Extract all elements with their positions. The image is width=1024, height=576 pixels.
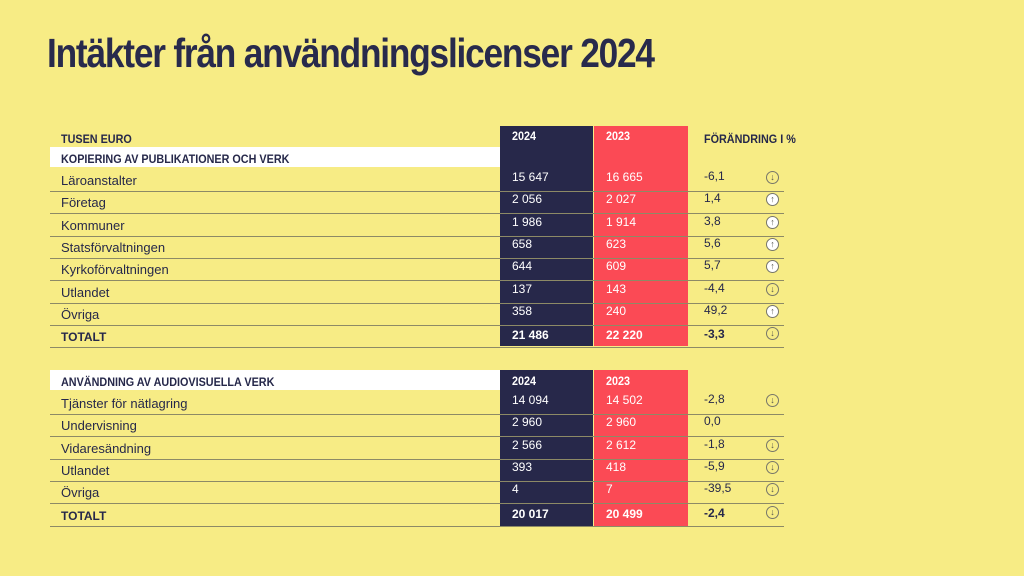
table-row: Statsförvaltningen 658 623 5,6 ↑ xyxy=(50,236,784,259)
row-label: TOTALT xyxy=(61,330,107,345)
table-row: Undervisning 2 960 2 960 0,0 xyxy=(50,414,784,438)
row-label: Kommuner xyxy=(61,217,125,233)
value-2024: 2 056 xyxy=(512,192,543,207)
value-2024: 20 017 xyxy=(512,506,549,521)
table-row: Företag 2 056 2 027 1,4 ↑ xyxy=(50,191,784,215)
value-2023: 2 027 xyxy=(606,192,637,207)
table-row: Läroanstalter 15 647 16 665 -6,1 ↓ xyxy=(50,169,784,192)
change-percent: -2,8 xyxy=(704,392,725,406)
arrow-up-icon: ↑ xyxy=(766,193,779,207)
row-label: Utlandet xyxy=(61,462,110,478)
value-2023: 22 220 xyxy=(606,328,643,343)
unit-label: TUSEN EURO xyxy=(61,132,132,146)
year-2023-header: 2023 xyxy=(606,129,631,143)
arrow-down-icon: ↓ xyxy=(766,483,779,497)
row-label: Övriga xyxy=(61,485,100,501)
value-2024: 21 486 xyxy=(512,328,549,343)
table-row: Övriga 4 7 -39,5 ↓ xyxy=(50,481,784,505)
value-2023: 7 xyxy=(606,482,613,497)
table-row: Tjänster för nätlagring 14 094 14 502 -2,8 ↓ xyxy=(50,392,784,415)
year-2024-header: 2024 xyxy=(512,374,537,388)
row-label: Undervisning xyxy=(61,418,137,434)
column-2023-band xyxy=(594,370,688,526)
year-2024-header: 2024 xyxy=(512,129,537,143)
value-2023: 2 960 xyxy=(606,415,637,430)
value-2024: 2 960 xyxy=(512,415,543,430)
table-row: Kommuner 1 986 1 914 3,8 ↑ xyxy=(50,214,784,237)
value-2024: 658 xyxy=(512,236,533,251)
value-2024: 137 xyxy=(512,281,533,296)
arrow-up-icon: ↑ xyxy=(766,304,779,318)
arrow-down-icon: ↓ xyxy=(766,394,779,407)
change-percent: 5,7 xyxy=(704,258,721,273)
value-2023: 1 914 xyxy=(606,214,637,229)
value-2024: 393 xyxy=(512,459,533,474)
value-2024: 15 647 xyxy=(512,170,549,184)
arrow-down-icon: ↓ xyxy=(766,171,779,184)
section-heading: ANVÄNDNING AV AUDIOVISUELLA VERK xyxy=(61,375,275,389)
change-percent: -1,8 xyxy=(704,436,725,451)
value-2023: 240 xyxy=(606,303,627,318)
value-2024: 644 xyxy=(512,259,533,274)
table-row: Utlandet 393 418 -5,9 ↓ xyxy=(50,459,784,482)
change-header: FÖRÄNDRING I % xyxy=(704,132,796,146)
value-2023: 609 xyxy=(606,259,627,274)
arrow-down-icon: ↓ xyxy=(766,505,779,519)
arrow-down-icon: ↓ xyxy=(766,282,779,296)
row-label: Utlandet xyxy=(61,284,110,300)
row-label: Tjänster för nätlagring xyxy=(61,396,188,411)
change-percent: -3,3 xyxy=(704,327,725,342)
total-row: TOTALT 21 486 22 220 -3,3 ↓ xyxy=(50,325,784,349)
arrow-down-icon: ↓ xyxy=(766,438,779,452)
arrow-down-icon: ↓ xyxy=(766,460,779,474)
section-heading-band xyxy=(50,147,500,167)
row-label: Läroanstalter xyxy=(61,173,137,188)
total-row: TOTALT 20 017 20 499 -2,4 ↓ xyxy=(50,504,784,527)
section-heading-band xyxy=(50,370,500,390)
row-label: Övriga xyxy=(61,306,100,322)
change-percent: -39,5 xyxy=(704,481,732,496)
arrow-down-icon: ↓ xyxy=(766,327,779,341)
section-heading: KOPIERING AV PUBLIKATIONER OCH VERK xyxy=(61,152,290,166)
row-label: Företag xyxy=(61,195,106,211)
table-row: Kyrkoförvaltningen 644 609 5,7 ↑ xyxy=(50,258,784,282)
row-label: Vidaresändning xyxy=(61,440,152,456)
table-row: Utlandet 137 143 -4,4 ↓ xyxy=(50,281,784,304)
value-2023: 623 xyxy=(606,236,627,251)
change-percent: -6,1 xyxy=(704,169,725,183)
change-percent: 3,8 xyxy=(704,213,721,228)
value-2024: 358 xyxy=(512,303,533,318)
row-label: Statsförvaltningen xyxy=(61,239,166,255)
value-2023: 14 502 xyxy=(606,393,643,407)
value-2023: 143 xyxy=(606,281,627,296)
value-2024: 1 986 xyxy=(512,214,543,229)
value-2023: 418 xyxy=(606,459,627,474)
page-title: Intäkter från användningslicenser 2024 xyxy=(47,30,655,76)
change-percent: 5,6 xyxy=(704,235,721,250)
row-label: Kyrkoförvaltningen xyxy=(61,262,169,278)
value-2024: 14 094 xyxy=(512,393,549,407)
value-2024: 2 566 xyxy=(512,437,543,452)
arrow-up-icon: ↑ xyxy=(766,215,779,229)
table-row: Övriga 358 240 49,2 ↑ xyxy=(50,303,784,326)
column-2024-band xyxy=(500,370,593,526)
change-percent: -2,4 xyxy=(704,505,725,520)
change-percent: 1,4 xyxy=(704,191,721,206)
value-2023: 20 499 xyxy=(606,506,643,521)
change-percent: -4,4 xyxy=(704,280,725,295)
change-percent: 49,2 xyxy=(704,302,728,317)
value-2023: 16 665 xyxy=(606,170,643,184)
arrow-up-icon: ↑ xyxy=(766,237,779,251)
table-row: Vidaresändning 2 566 2 612 -1,8 ↓ xyxy=(50,437,784,460)
change-percent: 0,0 xyxy=(704,414,721,429)
value-2023: 2 612 xyxy=(606,437,637,452)
row-label: TOTALT xyxy=(61,508,107,523)
change-percent: -5,9 xyxy=(704,458,725,473)
arrow-up-icon: ↑ xyxy=(766,260,779,274)
year-2023-header: 2023 xyxy=(606,374,631,388)
value-2024: 4 xyxy=(512,482,519,497)
